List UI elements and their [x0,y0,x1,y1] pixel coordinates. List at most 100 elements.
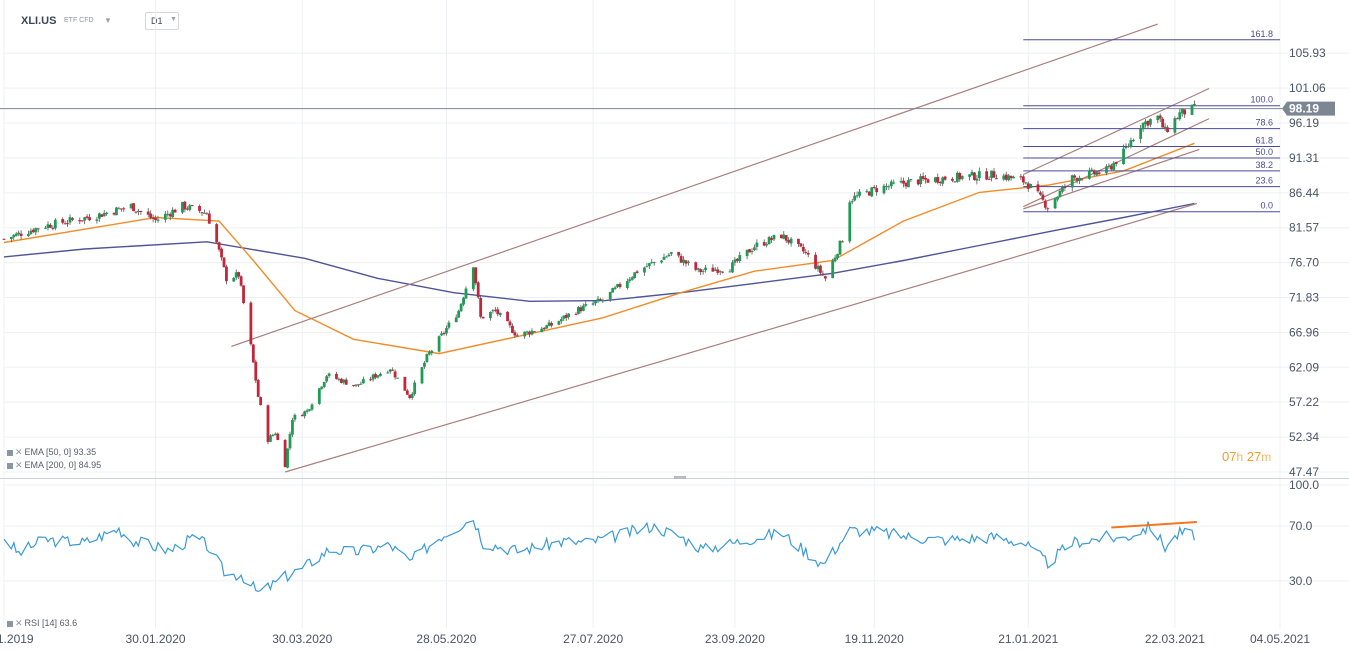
candle[interactable] [471,267,475,292]
candle[interactable] [251,344,255,363]
close-icon[interactable]: ✕ [15,618,23,628]
candle[interactable] [955,171,959,183]
candle[interactable] [493,306,497,313]
candle[interactable] [701,268,705,275]
candle[interactable] [872,185,876,190]
candle[interactable] [557,320,561,326]
candle[interactable] [293,413,297,422]
candle[interactable] [799,242,803,248]
candle[interactable] [454,314,458,323]
candle[interactable] [112,212,116,216]
candle[interactable] [34,227,38,236]
candle[interactable] [1036,180,1040,193]
candle[interactable] [239,275,243,287]
candle[interactable] [647,262,651,269]
candle[interactable] [985,167,989,181]
candle[interactable] [704,264,707,273]
candle[interactable] [921,172,925,182]
candle[interactable] [51,225,55,231]
candle[interactable] [1105,164,1108,176]
candle[interactable] [320,386,324,390]
candle[interactable] [27,230,30,237]
candle[interactable] [63,220,67,225]
candle[interactable] [386,370,390,374]
candle[interactable] [628,277,632,283]
candle[interactable] [420,366,424,385]
candle[interactable] [222,257,226,268]
candle[interactable] [941,176,945,187]
candle[interactable] [273,432,277,436]
candle[interactable] [1090,167,1094,172]
candle[interactable] [765,242,769,248]
candle[interactable] [132,202,135,212]
candle[interactable] [995,174,998,180]
candle[interactable] [171,207,175,218]
candle[interactable] [181,201,184,214]
candle[interactable] [738,251,742,264]
channel-main-upper[interactable] [231,23,1158,347]
candle[interactable] [105,211,109,216]
candle[interactable] [633,272,637,279]
candle[interactable] [679,253,683,264]
candle[interactable] [528,330,531,338]
candle[interactable] [745,249,749,260]
candle[interactable] [237,271,241,279]
candle[interactable] [513,329,517,338]
candle[interactable] [266,404,270,445]
candle[interactable] [337,377,341,382]
rsi-trendline[interactable] [1111,520,1197,529]
candle[interactable] [317,388,321,405]
candle[interactable] [850,198,854,205]
candle[interactable] [249,301,253,346]
candle[interactable] [797,238,800,248]
candle[interactable] [806,250,810,258]
candle[interactable] [322,381,326,388]
candle[interactable] [855,191,859,199]
candle[interactable] [716,266,720,276]
candle[interactable] [1112,160,1116,172]
candle[interactable] [393,369,397,380]
candle[interactable] [308,408,311,412]
candle[interactable] [198,204,201,214]
candle[interactable] [1178,108,1182,121]
candle[interactable] [973,171,976,181]
candle[interactable] [335,371,338,380]
candle[interactable] [660,259,663,264]
candle[interactable] [953,181,957,183]
candle[interactable] [88,213,91,222]
candle[interactable] [750,248,754,255]
candle[interactable] [151,214,155,223]
candle[interactable] [652,261,656,266]
candle[interactable] [464,286,468,300]
ema200-line[interactable] [3,202,1195,303]
candle[interactable] [168,212,172,221]
candle[interactable] [80,220,84,222]
candle[interactable] [992,168,996,178]
candle[interactable] [1097,170,1101,176]
candle[interactable] [1107,163,1111,169]
candle[interactable] [770,235,773,243]
candle[interactable] [1144,119,1147,128]
candle[interactable] [687,260,690,266]
candle[interactable] [481,316,485,319]
candle[interactable] [601,298,605,304]
candle[interactable] [821,270,825,277]
candle[interactable] [833,254,837,263]
candle[interactable] [916,179,920,186]
candle[interactable] [1056,196,1059,202]
candle[interactable] [17,230,21,237]
candle[interactable] [713,267,717,272]
candle[interactable] [630,276,634,281]
candle[interactable] [207,210,211,224]
candle[interactable] [951,177,954,183]
candle[interactable] [669,251,673,257]
candle[interactable] [599,297,602,301]
candle[interactable] [489,311,492,321]
candle[interactable] [613,285,617,290]
candle[interactable] [816,262,820,272]
candle[interactable] [523,331,527,339]
candle[interactable] [447,320,451,330]
candle[interactable] [694,261,698,272]
candle[interactable] [735,257,739,263]
candle[interactable] [591,300,595,306]
